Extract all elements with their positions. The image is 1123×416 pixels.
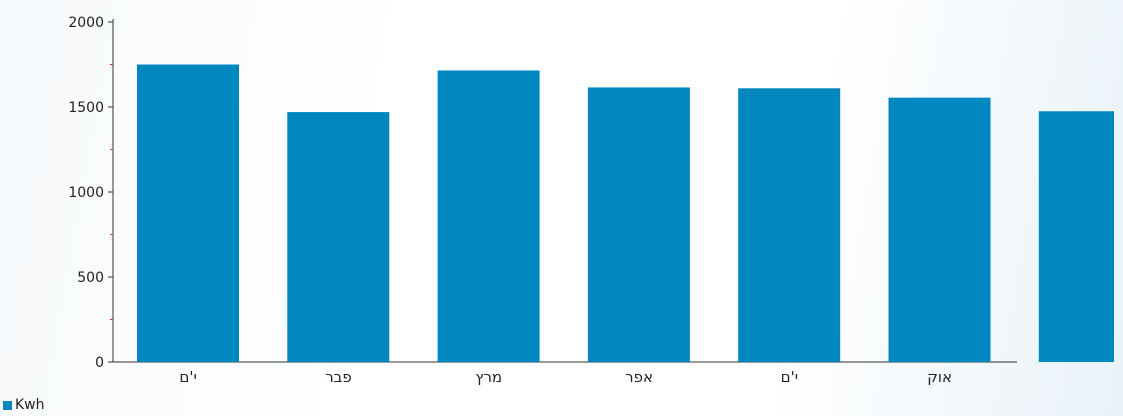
bars bbox=[137, 64, 1114, 363]
y-tick-label: 500 bbox=[77, 270, 104, 286]
legend-swatch bbox=[3, 400, 12, 410]
y-axis: 0 500 1000 1500 2000 bbox=[68, 15, 114, 371]
x-axis: י'ם פבר מרץ אפר י'ם אוק bbox=[113, 361, 1017, 386]
y-tick-label: 1000 bbox=[68, 185, 104, 201]
y-tick-label: 0 bbox=[95, 355, 104, 371]
legend-label: Kwh bbox=[15, 397, 45, 413]
y-tick-label: 1500 bbox=[68, 100, 104, 116]
legend: Kwh bbox=[3, 396, 45, 414]
x-category-label: י'ם bbox=[781, 368, 798, 386]
bar bbox=[287, 112, 390, 362]
bar bbox=[1038, 111, 1114, 362]
x-category-label: י'ם bbox=[179, 368, 196, 386]
bar bbox=[437, 70, 540, 362]
y-tick-label: 2000 bbox=[68, 15, 104, 31]
x-category-label: אפר bbox=[625, 368, 653, 386]
bar-chart: 0 500 1000 1500 2000 י'ם פבר מרץ אפר י'ם אוק bbox=[68, 15, 1114, 386]
bar bbox=[738, 88, 841, 363]
bar bbox=[888, 97, 991, 363]
bar bbox=[137, 64, 239, 362]
x-category-label: פבר bbox=[325, 368, 352, 386]
x-category-label: אוק bbox=[927, 368, 952, 386]
x-category-label: מרץ bbox=[475, 368, 502, 386]
bar bbox=[587, 87, 690, 362]
